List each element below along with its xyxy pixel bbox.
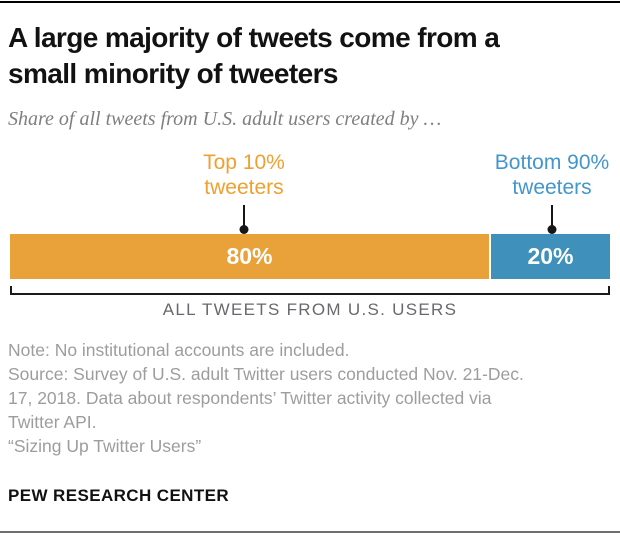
bar-segment-top10-value: 80% [226,243,273,269]
bar-segment-top10: 80% [10,234,489,279]
top-rule [0,1,620,3]
callout-label-top10-line-1: Top 10% [203,151,285,174]
source-line-3: Twitter API. [8,412,97,432]
pew-research-center-wordmark: PEW RESEARCH CENTER [8,486,230,505]
chart-notes: Note: No institutional accounts are incl… [8,338,613,458]
page-title-line-1: A large majority of tweets come from a [8,22,500,53]
page-title-line-2: small minority of tweeters [8,58,338,89]
bar-span-bracket [10,286,610,295]
stacked-bar: 80% 20% [10,234,610,279]
callout-pointer-line-top10 [243,205,245,227]
note-line: Note: No institutional accounts are incl… [8,340,350,360]
source-line-2: 17, 2018. Data about respondents’ Twitte… [8,388,492,408]
page-title: A large majority of tweets come from a s… [8,20,608,92]
bottom-rule [0,531,620,533]
callout-pointer-line-bottom90 [551,205,553,227]
bar-span-label: ALL TWEETS FROM U.S. USERS [162,300,458,319]
source-line-1: Source: Survey of U.S. adult Twitter use… [8,364,524,384]
report-title-line: “Sizing Up Twitter Users” [8,436,202,456]
callout-label-bottom90: Bottom 90% tweeters [495,150,609,200]
callout-label-top10-line-2: tweeters [204,176,284,199]
callout-label-bottom90-line-1: Bottom 90% [494,151,610,174]
callout-label-bottom90-line-2: tweeters [512,176,592,199]
bar-segment-bottom90: 20% [491,234,610,279]
bar-segment-bottom90-value: 20% [527,243,574,269]
callout-pointer-dot-bottom90 [547,225,557,234]
callout-pointer-dot-top10 [239,225,249,234]
callout-label-top10: Top 10% tweeters [203,150,285,200]
chart-subtitle: Share of all tweets from U.S. adult user… [8,108,442,130]
